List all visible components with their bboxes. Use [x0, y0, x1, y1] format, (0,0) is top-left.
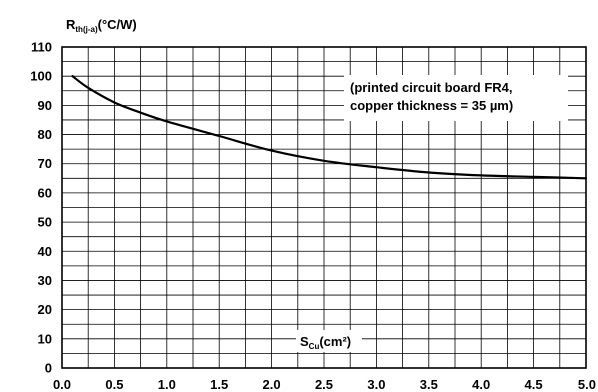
y-tick-label: 100	[30, 69, 52, 84]
annotation-line-2: copper thickness = 35 µm)	[350, 98, 513, 113]
curve-group	[71, 75, 588, 180]
y-tick-label: 90	[38, 98, 52, 113]
x-axis-label: SCu(cm²)	[300, 334, 351, 351]
y-tick-label: 110	[31, 40, 52, 55]
x-axis-label-main: S	[300, 334, 309, 349]
y-axis-label-sub: th(j-a)	[75, 25, 98, 34]
x-axis-label-sub: Cu	[309, 342, 320, 351]
annotation-box	[344, 75, 568, 121]
y-tick-labels: 0 10 20 30 40 50 60 70 80 90 100 110	[30, 40, 52, 376]
plot-frame	[61, 46, 587, 369]
x-tick-label: 0.0	[53, 377, 71, 392]
y-tick-label: 40	[38, 244, 52, 259]
x-tick-label: 0.5	[105, 377, 123, 392]
x-tick-label: 4.0	[472, 377, 490, 392]
x-tick-label: 2.5	[315, 377, 333, 392]
x-tick-label: 4.5	[525, 377, 543, 392]
y-tick-label: 0	[45, 361, 52, 376]
series-line	[71, 75, 588, 180]
x-tick-label: 5.0	[578, 377, 596, 392]
y-tick-label: 70	[38, 156, 52, 171]
y-tick-label: 50	[38, 215, 52, 230]
x-tick-label: 3.0	[367, 377, 385, 392]
y-tick-label: 60	[38, 185, 52, 200]
y-tick-label: 30	[38, 273, 52, 288]
y-axis-label-main: R	[66, 17, 76, 32]
y-tick-label: 10	[38, 331, 52, 346]
y-axis-label: Rth(j-a)(°C/W)	[66, 17, 137, 34]
x-axis-label-box	[296, 330, 362, 352]
x-tick-label: 3.5	[420, 377, 438, 392]
y-tick-label: 80	[38, 127, 52, 142]
x-tick-label: 1.5	[210, 377, 228, 392]
x-tick-label: 2.0	[263, 377, 281, 392]
x-tick-labels: 0.0 0.5 1.0 1.5 2.0 2.5 3.0 3.5 4.0 4.5 5.0	[53, 377, 596, 392]
x-tick-label: 1.0	[158, 377, 176, 392]
y-axis-label-unit: (°C/W)	[98, 17, 137, 32]
x-axis-label-unit: (cm²)	[319, 334, 351, 349]
annotation-line-1: (printed circuit board FR4,	[350, 80, 513, 95]
y-tick-label: 20	[38, 302, 52, 317]
